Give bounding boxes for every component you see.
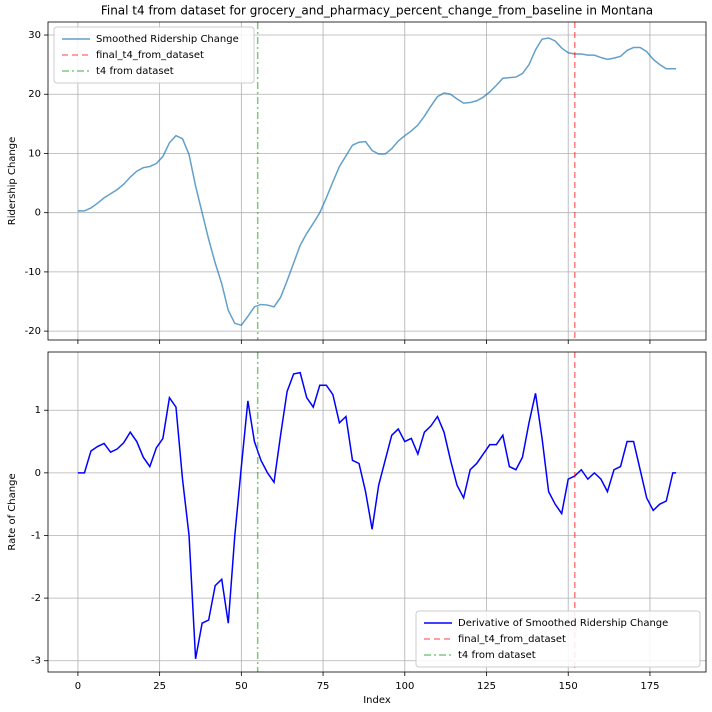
axes-frame	[47, 21, 707, 341]
legend-frame	[415, 610, 701, 668]
y-axis-label: Ridership Change	[7, 137, 18, 225]
y-tick-label: 30	[28, 30, 41, 41]
legend-label: Smoothed Ridership Change	[96, 34, 239, 45]
legend: Derivative of Smoothed Ridership Change f…	[415, 610, 701, 668]
legend-label: t4 from dataset	[96, 66, 174, 77]
legend-label: t4 from dataset	[458, 650, 536, 661]
y-tick-label: -10	[25, 267, 41, 278]
y-tick-label: 0	[35, 208, 41, 219]
y-tick-label: -1	[31, 530, 41, 541]
data-line	[77, 371, 677, 659]
y-tick-label: 10	[28, 148, 41, 159]
x-tick-label: 100	[395, 681, 414, 692]
x-tick-label: 125	[477, 681, 496, 692]
y-axis-label: Rate of Change	[7, 473, 18, 550]
x-tick-label: 25	[153, 681, 166, 692]
axes-frame	[47, 351, 707, 673]
legend-label: final_t4_from_dataset	[96, 50, 204, 61]
data-line	[77, 37, 677, 327]
x-tick-label: 175	[640, 681, 659, 692]
y-tick-label: -2	[31, 593, 41, 604]
x-axis-label: Index	[363, 695, 391, 706]
legend: Smoothed Ridership Change final_t4_from_d…	[53, 26, 255, 84]
y-tick-label: 20	[28, 89, 41, 100]
y-tick-label: 1	[35, 405, 41, 416]
legend-frame	[53, 26, 255, 84]
chart-title: Final t4 from dataset for grocery_and_ph…	[101, 4, 653, 18]
x-tick-label: 150	[559, 681, 578, 692]
legend-label: Derivative of Smoothed Ridership Change	[458, 618, 668, 629]
y-tick-label: -20	[25, 326, 41, 337]
x-tick-label: 50	[235, 681, 248, 692]
x-tick-label: 0	[75, 681, 81, 692]
x-tick-label: 75	[317, 681, 330, 692]
y-tick-label: -3	[31, 656, 41, 667]
legend-label: final_t4_from_dataset	[458, 634, 566, 645]
y-tick-label: 0	[35, 468, 41, 479]
